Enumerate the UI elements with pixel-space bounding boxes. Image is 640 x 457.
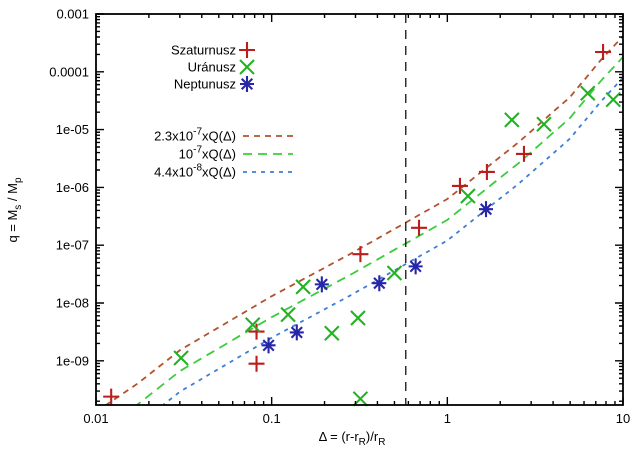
data-point-marker (352, 246, 369, 263)
data-point-marker (240, 76, 254, 92)
data-point-marker (324, 325, 340, 341)
data-point-marker (295, 279, 311, 295)
data-point-marker (411, 219, 428, 236)
y-axis-label: q = Ms / Mp (5, 177, 24, 243)
y-tick-label: 1e-07 (56, 238, 89, 253)
y-tick-label: 1e-08 (56, 296, 89, 311)
fit-curve-2 (161, 76, 623, 405)
x-tick-label: 0.01 (83, 411, 108, 426)
data-point-marker (408, 258, 423, 275)
data-point-marker (280, 306, 296, 323)
legend-label-fit-2: 4.4x10-8xQ(Δ) (154, 163, 236, 180)
legend: Szaturnusz Uránusz Neptunusz 2.3x10-7xQ(Δ)1… (154, 42, 293, 180)
y-tick-label: 0.001 (56, 7, 89, 22)
data-point-marker (248, 355, 265, 372)
series-szaturnusz (103, 44, 612, 405)
x-axis-label: Δ = (r-rR)/rR (319, 429, 386, 448)
data-point-marker (314, 276, 329, 293)
x-tick-label: 0.1 (263, 411, 281, 426)
legend-label-uránusz: Uránusz (188, 60, 236, 75)
legend-label-neptunusz: Neptunusz (174, 77, 236, 92)
data-point-marker (239, 42, 255, 58)
series-uránusz (173, 85, 621, 407)
legend-label-fit-1: 10-7xQ(Δ) (179, 145, 236, 162)
data-point-marker (350, 310, 366, 326)
data-point-marker (580, 85, 596, 102)
data-point-marker (289, 324, 304, 341)
legend-label-fit-0: 2.3x10-7xQ(Δ) (154, 127, 236, 144)
data-point-marker (244, 317, 261, 333)
tick-labels: 0.001 0.0001 1e-05 1e-06 1e-07 1e-08 1e-09 0.01… (49, 7, 630, 427)
data-point-marker (478, 201, 493, 218)
y-tick-label: 0.0001 (49, 64, 89, 79)
data-point-marker (536, 116, 552, 132)
data-point-marker (595, 44, 612, 61)
data-point-marker (239, 59, 255, 75)
x-tick-label: 10 (616, 411, 630, 426)
data-point-marker (173, 350, 189, 366)
series-neptunusz (261, 201, 493, 354)
y-tick-label: 1e-06 (56, 180, 89, 195)
data-point-marker (261, 337, 276, 354)
data-point-marker (372, 275, 387, 292)
data-point-marker (460, 188, 476, 204)
data-point-marker (103, 388, 120, 405)
y-tick-label: 1e-09 (56, 353, 89, 368)
y-tick-label: 1e-05 (56, 122, 89, 137)
plot-frame (95, 13, 624, 406)
data-point-marker (515, 145, 532, 162)
data-point-marker (248, 323, 265, 340)
fit-curve-1 (135, 56, 623, 405)
data-point-marker (451, 177, 468, 194)
legend-label-szaturnusz: Szaturnusz (171, 43, 236, 58)
data-point-marker (386, 265, 403, 281)
data-point-marker (605, 91, 621, 108)
data-point-marker (504, 112, 520, 128)
data-point-marker (478, 163, 495, 180)
x-tick-label: 1 (444, 411, 451, 426)
